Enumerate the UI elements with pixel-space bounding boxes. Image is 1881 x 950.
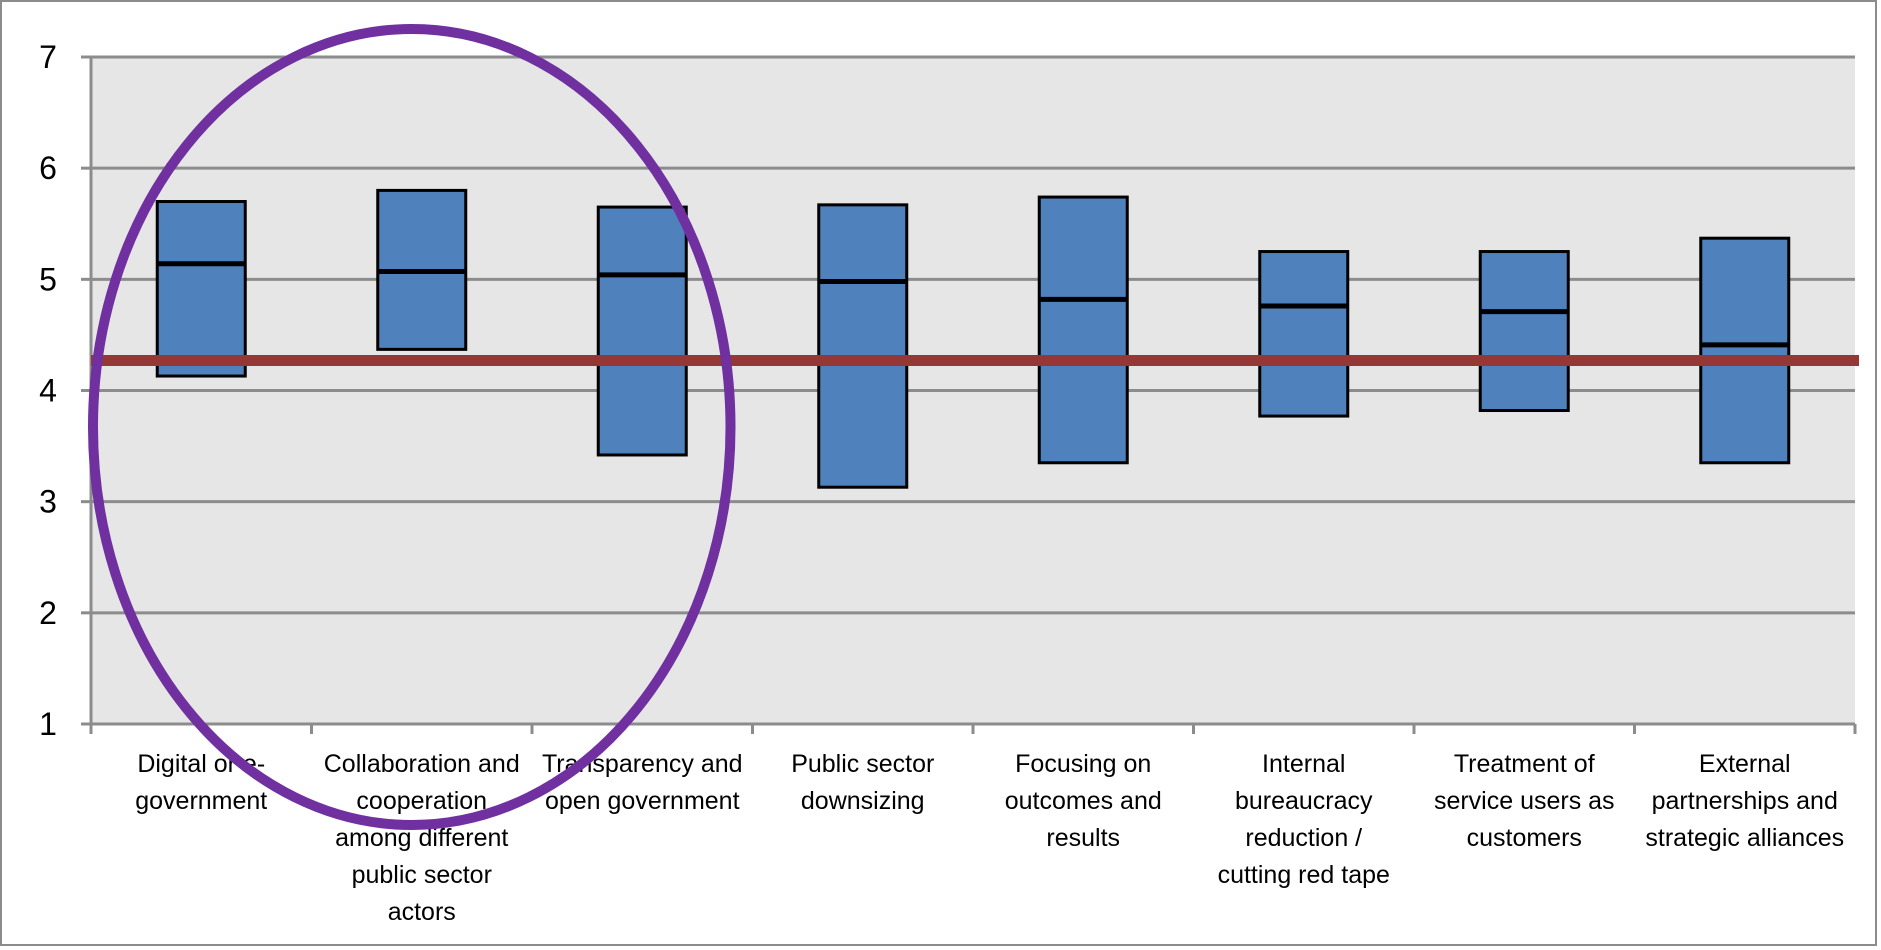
- y-tick-label: 2: [39, 595, 57, 631]
- range-box: [1478, 250, 1570, 413]
- y-tick-label: 1: [39, 706, 57, 742]
- range-box: [596, 205, 688, 457]
- x-category-label: External partnerships and strategic allian…: [1645, 750, 1844, 852]
- range-box: [155, 200, 247, 378]
- y-tick-label: 6: [39, 150, 57, 186]
- x-category-label: Digital or e-government: [135, 750, 267, 815]
- x-category-label: Focusing on outcomes and results: [1005, 750, 1162, 852]
- x-category-label: Collaboration and cooperation among differ…: [324, 750, 520, 926]
- y-tick-label: 3: [39, 484, 57, 520]
- range-box: [1258, 250, 1350, 418]
- range-box: [817, 203, 909, 489]
- range-box: [1037, 195, 1129, 465]
- x-category-label: Transparency and open government: [542, 750, 743, 815]
- y-tick-label: 5: [39, 261, 57, 297]
- highlight-ellipse: [88, 24, 736, 830]
- y-tick-label: 7: [39, 39, 57, 75]
- y-tick-label: 4: [39, 373, 57, 409]
- range-box: [1699, 236, 1791, 465]
- x-category-label: Internal bureaucracy reduction / cutting re…: [1218, 750, 1390, 889]
- x-category-label: Public sector downsizing: [791, 750, 934, 815]
- x-category-label: Treatment of service users as customers: [1434, 750, 1615, 852]
